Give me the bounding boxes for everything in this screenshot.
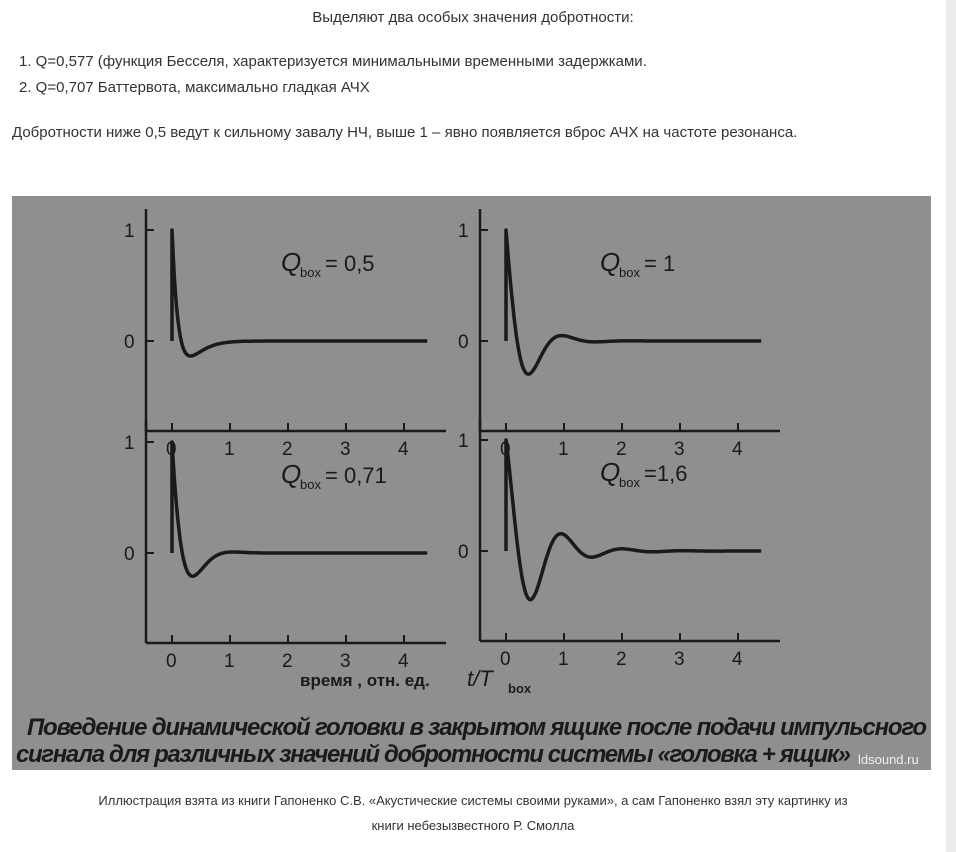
response-curve	[170, 440, 428, 578]
caption-line: книги небезызвестного Р. Смолла	[371, 818, 575, 833]
x-tick-label: 2	[282, 651, 293, 672]
x-tick-label: 2	[616, 649, 627, 670]
x-axis-label: время , отн. ед.	[300, 671, 430, 690]
response-curve	[504, 228, 762, 376]
x-tick-label: 3	[340, 439, 351, 460]
list-item: 2. Q=0,707 Баттервота, максимально гладк…	[19, 79, 370, 96]
scrollbar[interactable]	[946, 0, 956, 852]
q-subscript: box	[300, 265, 321, 280]
y-tick-label: 0	[458, 542, 469, 563]
y-tick-label: 1	[458, 431, 469, 452]
x-tick-label: 1	[224, 439, 235, 460]
x-tick-label: 0	[166, 651, 177, 672]
q-symbol: Q	[600, 247, 620, 277]
q-symbol: Q	[600, 457, 620, 487]
section-heading: Выделяют два особых значения добротности…	[312, 9, 634, 26]
x-tick-label: 1	[558, 439, 569, 460]
y-tick-label: 0	[124, 332, 135, 353]
paragraph: Добротности ниже 0,5 ведут к сильному за…	[12, 124, 798, 141]
x-tick-label: 1	[224, 651, 235, 672]
q-subscript: box	[619, 475, 640, 490]
x-tick-label: 0	[500, 649, 511, 670]
q-subscript: box	[300, 477, 321, 492]
y-tick-label: 1	[458, 221, 469, 242]
x-axis-sub: box	[508, 681, 532, 696]
x-tick-label: 1	[558, 649, 569, 670]
caption-line: Иллюстрация взята из книги Гапоненко С.В…	[98, 793, 848, 808]
q-value-label: = 0,5	[325, 251, 375, 276]
q-value-label: =1,6	[644, 461, 687, 486]
response-curve	[504, 438, 762, 602]
x-tick-label: 2	[282, 439, 293, 460]
x-tick-label: 3	[340, 651, 351, 672]
y-tick-label: 1	[124, 433, 135, 454]
figure-caption-line1: Поведение динамической головки в закрыто…	[27, 714, 927, 741]
figure-caption-line2: сигнала для различных значений добротнос…	[16, 741, 851, 768]
x-tick-label: 4	[732, 649, 743, 670]
q-value-label: = 0,71	[325, 463, 387, 488]
q-symbol: Q	[281, 247, 301, 277]
response-curve	[170, 228, 428, 358]
q-symbol: Q	[281, 459, 301, 489]
y-tick-label: 0	[458, 332, 469, 353]
y-tick-label: 0	[124, 544, 135, 565]
y-tick-label: 1	[124, 221, 135, 242]
x-axis-var: t/T	[467, 666, 494, 691]
x-tick-label: 4	[398, 439, 409, 460]
x-tick-label: 3	[674, 439, 685, 460]
x-tick-label: 2	[616, 439, 627, 460]
list-item: 1. Q=0,577 (функция Бесселя, характеризу…	[19, 53, 647, 70]
x-tick-label: 4	[398, 651, 409, 672]
x-tick-label: 4	[732, 439, 743, 460]
q-value-label: = 1	[644, 251, 675, 276]
q-subscript: box	[619, 265, 640, 280]
x-tick-label: 3	[674, 649, 685, 670]
watermark: ldsound.ru	[858, 752, 919, 767]
